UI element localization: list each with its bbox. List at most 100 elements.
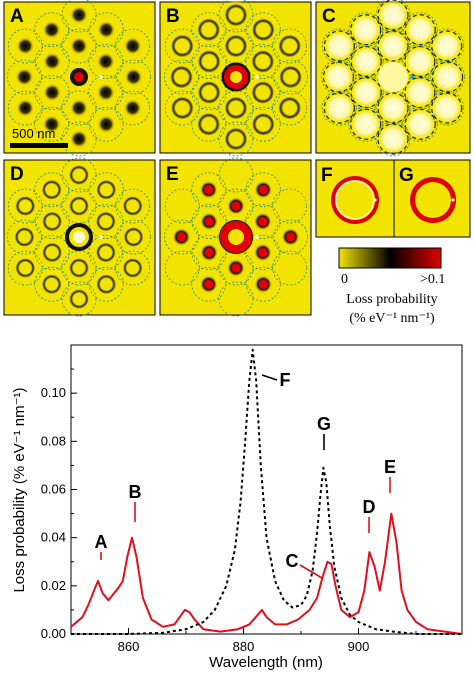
panel-label-c: C bbox=[322, 6, 336, 27]
field-particle bbox=[34, 44, 70, 79]
panel-D: D bbox=[3, 157, 156, 317]
field-particle bbox=[375, 121, 411, 157]
field-particle bbox=[402, 12, 438, 48]
series-group bbox=[70, 348, 463, 635]
field-particle bbox=[348, 44, 384, 79]
field-particle bbox=[88, 235, 124, 270]
field-particle bbox=[34, 172, 70, 208]
field-particle bbox=[245, 266, 281, 302]
field-particle bbox=[191, 75, 227, 110]
colorbar-gradient bbox=[338, 247, 442, 269]
colorbar-min-label: 0 bbox=[341, 272, 348, 287]
field-particle bbox=[272, 188, 308, 224]
field-particle bbox=[115, 250, 151, 286]
peak-leader bbox=[261, 374, 278, 381]
panel-B: B bbox=[159, 0, 312, 157]
peak-label: D bbox=[363, 497, 376, 517]
field-particle bbox=[115, 90, 151, 126]
y-axis: 0.00 0.02 0.04 0.06 0.08 0.10 bbox=[41, 368, 77, 641]
field-particle bbox=[34, 106, 70, 142]
field-particle bbox=[116, 59, 151, 95]
field-particle bbox=[348, 106, 384, 142]
field-particle bbox=[191, 44, 227, 79]
scale-bar bbox=[10, 143, 68, 148]
colorbar: 0 >0.1 Loss probability (% eV⁻¹ nm⁻¹) bbox=[338, 247, 445, 326]
field-particle bbox=[402, 44, 438, 79]
panel-A: A 500 nm bbox=[3, 0, 156, 157]
scale-bar-label: 500 nm bbox=[12, 126, 55, 141]
field-particle bbox=[34, 12, 70, 48]
field-particle bbox=[402, 106, 438, 142]
field-particle bbox=[218, 28, 254, 64]
peak-label: F bbox=[280, 370, 291, 390]
field-particle bbox=[88, 12, 124, 48]
panel-F: F bbox=[315, 159, 395, 238]
panel-label-f: F bbox=[321, 165, 333, 186]
peak-label: E bbox=[384, 457, 396, 477]
field-particle bbox=[191, 266, 227, 302]
panel-E: E bbox=[159, 157, 312, 317]
peak-leader bbox=[299, 564, 323, 579]
panel-label-e: E bbox=[166, 164, 179, 185]
panel-label-a: A bbox=[10, 6, 24, 27]
colorbar-title: Loss probability bbox=[346, 292, 437, 307]
field-particle bbox=[7, 188, 43, 224]
field-particle bbox=[164, 219, 199, 255]
panel-label-d: D bbox=[10, 164, 24, 185]
field-particle bbox=[164, 188, 200, 224]
field-particle bbox=[321, 90, 357, 126]
field-particle bbox=[272, 90, 308, 126]
field-particle bbox=[218, 121, 254, 157]
peak-label: G bbox=[317, 414, 331, 434]
field-particle bbox=[429, 28, 465, 64]
field-particle bbox=[164, 250, 200, 286]
field-particle bbox=[61, 157, 97, 193]
field-particle bbox=[218, 90, 254, 126]
series-line-solid bbox=[70, 512, 463, 635]
colorbar-max-label: >0.1 bbox=[420, 272, 445, 287]
field-particle bbox=[34, 204, 70, 239]
field-particle bbox=[61, 121, 97, 157]
x-tick-label: 880 bbox=[233, 639, 255, 654]
field-particle bbox=[245, 172, 281, 208]
panel-label-b: B bbox=[166, 6, 180, 27]
y-tick-label: 0.00 bbox=[41, 626, 66, 641]
spectrum-chart: 0.00 0.02 0.04 0.06 0.08 0.10 860 880 900 A B F G C… bbox=[11, 344, 463, 671]
field-particle bbox=[272, 28, 308, 64]
field-particle bbox=[7, 219, 42, 255]
field-particle bbox=[88, 75, 124, 110]
field-particle bbox=[273, 219, 308, 255]
colorbar-units: (% eV⁻¹ nm⁻¹) bbox=[349, 311, 435, 326]
field-particle bbox=[116, 219, 151, 255]
field-particle bbox=[272, 250, 308, 286]
peak-label: A bbox=[95, 532, 108, 552]
field-particle bbox=[164, 59, 199, 95]
series-line-dashed bbox=[71, 348, 462, 635]
field-particle bbox=[34, 266, 70, 302]
field-particle bbox=[191, 235, 227, 270]
field-particle bbox=[321, 59, 356, 95]
field-particle bbox=[61, 0, 97, 33]
y-tick-label: 0.04 bbox=[41, 530, 66, 545]
field-particle bbox=[375, 0, 411, 33]
y-tick-label: 0.08 bbox=[41, 433, 66, 448]
panel-G: G bbox=[393, 159, 471, 238]
field-particle bbox=[88, 266, 124, 302]
field-particle bbox=[164, 28, 200, 64]
field-particle bbox=[245, 44, 281, 79]
field-particle bbox=[191, 106, 227, 142]
field-particle bbox=[61, 28, 97, 64]
field-particle bbox=[88, 204, 124, 239]
field-particle bbox=[61, 90, 97, 126]
field-particle bbox=[430, 59, 465, 95]
y-tick-label: 0.06 bbox=[41, 482, 66, 497]
field-particle bbox=[245, 204, 281, 239]
field-particle bbox=[191, 12, 227, 48]
y-tick-label: 0.10 bbox=[41, 385, 66, 400]
field-particle bbox=[218, 157, 254, 193]
peak-label: C bbox=[286, 551, 299, 571]
field-particle bbox=[218, 250, 254, 286]
field-particle bbox=[7, 250, 43, 286]
field-particle bbox=[7, 59, 42, 95]
